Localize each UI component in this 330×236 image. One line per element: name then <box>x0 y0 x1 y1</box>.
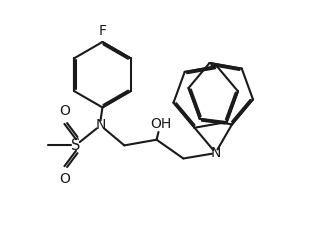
Text: N: N <box>211 146 221 160</box>
Text: S: S <box>71 138 81 152</box>
Text: OH: OH <box>150 117 171 131</box>
Text: O: O <box>59 172 70 186</box>
Text: O: O <box>59 104 70 118</box>
Text: F: F <box>98 24 107 38</box>
Text: N: N <box>95 118 106 132</box>
